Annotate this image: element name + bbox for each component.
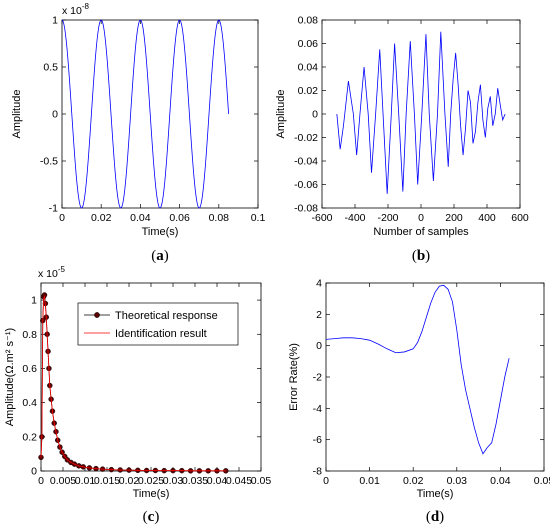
- y-tick-label-c-5: 1: [31, 295, 37, 307]
- xlabel-b: Number of samples: [373, 226, 469, 238]
- x-tick-label-c-0: 0: [38, 475, 44, 487]
- y-tick-label-b-0: -0.08: [294, 203, 318, 215]
- x-tick-label-b-5: 400: [478, 212, 496, 224]
- x-tick-label-c-8: 0.04: [207, 475, 228, 487]
- x-tick-label-a-1: 0.02: [91, 212, 112, 224]
- y-tick-label-b-3: -0.02: [294, 132, 318, 144]
- x-tick-label-c-4: 0.02: [119, 475, 140, 487]
- y-tick-label-a-1: -0.5: [40, 156, 58, 168]
- x-tick-label-a-4: 0.08: [209, 212, 230, 224]
- x-tick-label-c-7: 0.035: [182, 475, 208, 487]
- y-tick-label-c-0: 0: [31, 466, 37, 478]
- exponent-label-c: x 10-5: [38, 265, 66, 280]
- y-tick-label-d-2: -4: [313, 403, 322, 415]
- x-tick-label-c-10: 0.05: [251, 475, 272, 487]
- x-tick-label-d-3: 0.03: [447, 475, 468, 487]
- x-tick-label-c-2: 0.01: [75, 475, 96, 487]
- x-tick-label-a-0: 0: [59, 212, 65, 224]
- xlabel-d: Time(s): [417, 488, 454, 500]
- x-tick-label-b-4: 200: [445, 212, 463, 224]
- x-tick-label-b-3: 0: [418, 212, 424, 224]
- panel-label-d: (d): [426, 509, 444, 525]
- x-tick-label-c-6: 0.03: [163, 475, 184, 487]
- series-line-c-1: [40, 295, 226, 472]
- y-tick-label-d-3: -2: [313, 372, 322, 384]
- y-tick-label-d-1: -6: [313, 434, 322, 446]
- y-tick-label-c-1: 0.2: [22, 431, 37, 443]
- legend-label-identification: Identification result: [115, 328, 207, 340]
- x-tick-label-a-2: 0.04: [130, 212, 151, 224]
- x-tick-label-a-5: 0.1: [251, 212, 266, 224]
- legend-label-theoretical: Theoretical response: [115, 310, 218, 322]
- x-tick-label-a-3: 0.06: [169, 212, 190, 224]
- y-tick-label-b-7: 0.06: [298, 38, 319, 50]
- y-tick-label-d-6: 4: [316, 278, 322, 290]
- x-tick-label-d-1: 0.01: [359, 475, 380, 487]
- x-tick-label-b-0: -600: [311, 212, 332, 224]
- y-tick-label-a-2: 0: [52, 109, 58, 121]
- y-tick-label-a-3: 0.5: [43, 62, 58, 74]
- y-tick-label-c-3: 0.6: [22, 363, 37, 375]
- panel-a: x 10-8 Amplitude Time(s) (a) 0 0.02 0.04 0.…: [11, 2, 265, 264]
- x-tick-label-c-5: 0.025: [138, 475, 164, 487]
- x-tick-label-d-0: 0: [323, 475, 329, 487]
- xlabel-a: Time(s): [142, 226, 179, 238]
- x-tick-label-d-2: 0.02: [403, 475, 424, 487]
- ylabel-a: Amplitude: [11, 90, 23, 139]
- y-tick-label-c-4: 0.8: [22, 329, 37, 341]
- series-line-a-0: [61, 19, 229, 209]
- series-line-d-0: [325, 284, 510, 455]
- y-tick-label-d-5: 2: [316, 309, 322, 321]
- ylabel-d: Error Rate(%): [288, 343, 300, 411]
- x-tick-label-d-5: 0.05: [534, 475, 550, 487]
- panel-label-a: (a): [151, 248, 169, 264]
- y-tick-label-c-2: 0.4: [22, 397, 37, 409]
- ylabel-b: Amplitude: [275, 90, 287, 139]
- legend-marker-theoretical: [94, 312, 100, 318]
- y-tick-label-b-6: 0.04: [298, 62, 319, 74]
- x-tick-label-c-3: 0.015: [94, 475, 120, 487]
- y-tick-label-b-4: 0: [312, 109, 318, 121]
- panel-c: x 10-5 Amplitude(Ω.m² s⁻¹) Time(s) (c) T…: [4, 265, 271, 525]
- xlabel-c: Time(s): [133, 488, 170, 500]
- y-tick-label-b-1: -0.06: [294, 179, 318, 191]
- y-tick-label-b-5: 0.02: [298, 85, 319, 97]
- x-tick-label-b-2: -200: [377, 212, 398, 224]
- plot-area-b: [321, 19, 521, 209]
- panel-label-b: (b): [412, 248, 430, 264]
- legend-c: Theoretical response Identification resu…: [77, 302, 239, 346]
- series-line-b-0: [336, 31, 506, 194]
- x-tick-label-b-1: -400: [344, 212, 365, 224]
- y-tick-label-a-4: 1: [52, 15, 58, 27]
- plot-area-d: [325, 282, 545, 472]
- y-tick-label-d-4: 0: [316, 340, 322, 352]
- y-tick-label-a-0: -1: [49, 203, 58, 215]
- panel-d: Error Rate(%) Time(s) (d) 0 0.01 0.02 0.03 0…: [288, 278, 550, 526]
- y-tick-label-d-0: -8: [313, 466, 322, 478]
- y-tick-label-b-2: -0.04: [294, 156, 318, 168]
- panel-b: Amplitude Number of samples (b) -600 -400…: [275, 15, 529, 265]
- plot-area-a: [61, 19, 259, 209]
- x-tick-label-b-6: 600: [511, 212, 529, 224]
- x-tick-label-d-4: 0.04: [490, 475, 511, 487]
- panel-label-c: (c): [143, 509, 160, 525]
- x-tick-label-c-9: 0.045: [226, 475, 252, 487]
- x-tick-label-c-1: 0.005: [50, 475, 76, 487]
- legend-box-c: [77, 302, 239, 346]
- exponent-label-a: x 10-8: [62, 2, 90, 17]
- ylabel-c: Amplitude(Ω.m² s⁻¹): [4, 328, 16, 426]
- y-tick-label-b-8: 0.08: [298, 15, 319, 27]
